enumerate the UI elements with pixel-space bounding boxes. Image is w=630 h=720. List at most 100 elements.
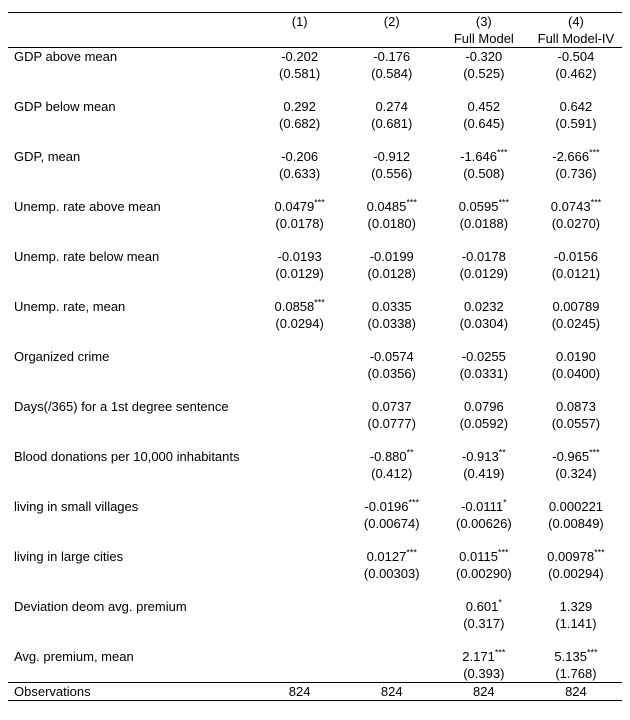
se-cell: (0.00626) <box>438 515 530 532</box>
se-cell: (1.141) <box>530 615 622 632</box>
row-label: GDP above mean <box>8 48 254 66</box>
se-cell: (0.419) <box>438 465 530 482</box>
se-cell: (0.0592) <box>438 415 530 432</box>
coef-cell: 0.0873 <box>530 398 622 415</box>
se-cell: (0.0331) <box>438 365 530 382</box>
se-cell: (0.0128) <box>346 265 438 282</box>
row-label: living in large cities <box>8 548 254 565</box>
se-cell: (0.681) <box>346 115 438 132</box>
coef-cell: -0.0196*** <box>346 498 438 515</box>
col-subheader-3: Full Model-IV <box>530 30 622 48</box>
se-cell: (0.556) <box>346 165 438 182</box>
se-cell <box>254 515 346 532</box>
coef-cell: 0.642 <box>530 98 622 115</box>
se-cell: (0.0121) <box>530 265 622 282</box>
col-subheader-1 <box>346 30 438 48</box>
coef-cell: 0.452 <box>438 98 530 115</box>
row-label: Unemp. rate above mean <box>8 198 254 215</box>
se-cell: (0.584) <box>346 65 438 82</box>
col-header-2: (3) <box>438 13 530 31</box>
row-label: Days(/365) for a 1st degree sentence <box>8 398 254 415</box>
coef-cell <box>254 498 346 515</box>
coef-cell: -0.0178 <box>438 248 530 265</box>
se-cell <box>254 415 346 432</box>
se-cell: (0.317) <box>438 615 530 632</box>
coef-cell: -0.320 <box>438 48 530 66</box>
coef-cell <box>346 598 438 615</box>
coef-cell: 0.0796 <box>438 398 530 415</box>
se-cell <box>254 665 346 683</box>
footer-label: Observations <box>8 683 254 701</box>
coef-cell: -0.0574 <box>346 348 438 365</box>
se-cell: (0.682) <box>254 115 346 132</box>
se-cell: (0.0400) <box>530 365 622 382</box>
col-header-3: (4) <box>530 13 622 31</box>
regression-table: (1)(2)(3)(4)Full ModelFull Model-IV GDP a… <box>8 12 622 701</box>
se-cell: (1.768) <box>530 665 622 683</box>
coef-cell <box>254 598 346 615</box>
se-cell: (0.0245) <box>530 315 622 332</box>
coef-cell: 0.0858*** <box>254 298 346 315</box>
col-header-1: (2) <box>346 13 438 31</box>
coef-cell: -0.965*** <box>530 448 622 465</box>
coef-cell: 0.00789 <box>530 298 622 315</box>
se-cell: (0.412) <box>346 465 438 482</box>
obs-cell: 824 <box>254 683 346 701</box>
coef-cell: -0.504 <box>530 48 622 66</box>
se-cell: (0.00294) <box>530 565 622 582</box>
coef-cell: 0.00978*** <box>530 548 622 565</box>
obs-cell: 824 <box>346 683 438 701</box>
se-cell: (0.0294) <box>254 315 346 332</box>
coef-cell: 0.292 <box>254 98 346 115</box>
se-cell: (0.633) <box>254 165 346 182</box>
se-cell: (0.00290) <box>438 565 530 582</box>
row-label: living in small villages <box>8 498 254 515</box>
col-header-0: (1) <box>254 13 346 31</box>
coef-cell: -0.0199 <box>346 248 438 265</box>
obs-cell: 824 <box>530 683 622 701</box>
se-cell <box>254 365 346 382</box>
se-cell: (0.736) <box>530 165 622 182</box>
coef-cell: 1.329 <box>530 598 622 615</box>
row-label: Avg. premium, mean <box>8 648 254 665</box>
se-cell: (0.525) <box>438 65 530 82</box>
coef-cell: 0.601* <box>438 598 530 615</box>
coef-cell: 0.0485*** <box>346 198 438 215</box>
se-cell <box>254 465 346 482</box>
coef-cell: 0.0127*** <box>346 548 438 565</box>
row-label: Deviation deom avg. premium <box>8 598 254 615</box>
obs-cell: 824 <box>438 683 530 701</box>
col-subheader-2: Full Model <box>438 30 530 48</box>
se-cell: (0.0557) <box>530 415 622 432</box>
se-cell: (0.0338) <box>346 315 438 332</box>
header-blank <box>8 13 254 31</box>
se-cell: (0.645) <box>438 115 530 132</box>
col-subheader-0 <box>254 30 346 48</box>
se-cell: (0.0178) <box>254 215 346 232</box>
se-cell <box>346 615 438 632</box>
coef-cell <box>346 648 438 665</box>
coef-cell: -0.202 <box>254 48 346 66</box>
se-cell: (0.581) <box>254 65 346 82</box>
coef-cell: 0.0190 <box>530 348 622 365</box>
coef-cell: -0.206 <box>254 148 346 165</box>
se-cell: (0.0356) <box>346 365 438 382</box>
coef-cell: 0.0335 <box>346 298 438 315</box>
se-cell: (0.0129) <box>254 265 346 282</box>
coef-cell: 0.274 <box>346 98 438 115</box>
coef-cell: -0.0111* <box>438 498 530 515</box>
coef-cell: -0.0193 <box>254 248 346 265</box>
se-cell: (0.0180) <box>346 215 438 232</box>
coef-cell: 5.135*** <box>530 648 622 665</box>
coef-cell <box>254 448 346 465</box>
coef-cell: 0.0743*** <box>530 198 622 215</box>
se-cell: (0.0304) <box>438 315 530 332</box>
se-cell: (0.393) <box>438 665 530 683</box>
coef-cell: -0.913** <box>438 448 530 465</box>
coef-cell: -2.666*** <box>530 148 622 165</box>
se-cell: (0.508) <box>438 165 530 182</box>
coef-cell: 2.171*** <box>438 648 530 665</box>
se-cell <box>254 565 346 582</box>
coef-cell <box>254 348 346 365</box>
coef-cell: -0.0156 <box>530 248 622 265</box>
